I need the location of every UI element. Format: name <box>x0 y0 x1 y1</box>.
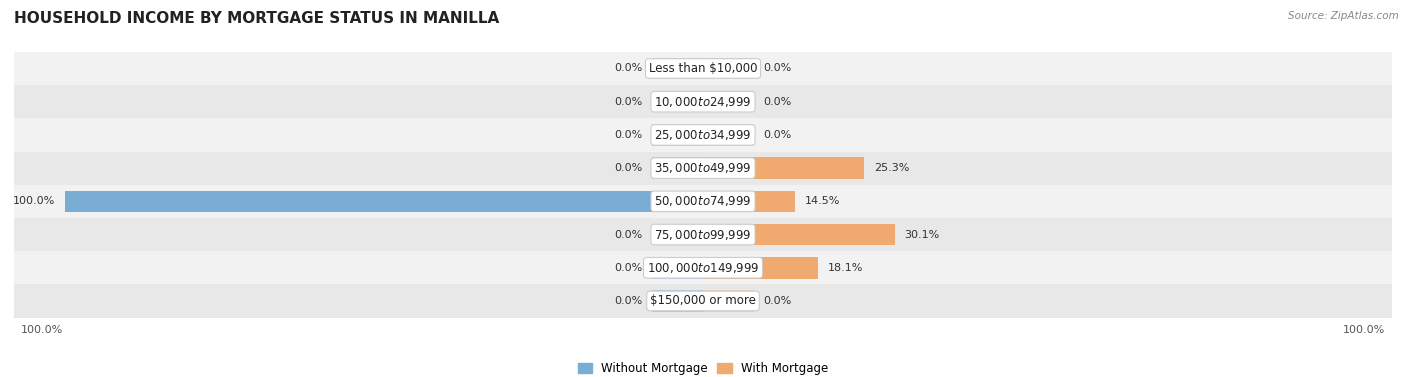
Text: 30.1%: 30.1% <box>904 230 939 239</box>
Text: $100,000 to $149,999: $100,000 to $149,999 <box>647 261 759 275</box>
Text: 0.0%: 0.0% <box>614 97 643 107</box>
Bar <box>652 124 703 146</box>
Bar <box>703 224 896 245</box>
Bar <box>1 185 1405 218</box>
Bar <box>703 290 754 312</box>
Bar <box>703 157 865 179</box>
Text: 18.1%: 18.1% <box>828 263 863 273</box>
Bar <box>652 290 703 312</box>
Text: 0.0%: 0.0% <box>614 296 643 306</box>
Bar <box>1 284 1405 317</box>
Text: Less than $10,000: Less than $10,000 <box>648 62 758 75</box>
Bar <box>1 118 1405 152</box>
Text: 14.5%: 14.5% <box>806 196 841 206</box>
Bar <box>1 85 1405 118</box>
Bar <box>65 190 703 212</box>
Text: 0.0%: 0.0% <box>614 263 643 273</box>
Text: 100.0%: 100.0% <box>13 196 55 206</box>
Bar <box>652 257 703 279</box>
Bar <box>703 91 754 112</box>
Bar <box>652 91 703 112</box>
Text: 0.0%: 0.0% <box>614 163 643 173</box>
Bar <box>703 257 818 279</box>
Text: $150,000 or more: $150,000 or more <box>650 294 756 308</box>
Text: 25.3%: 25.3% <box>875 163 910 173</box>
Text: $10,000 to $24,999: $10,000 to $24,999 <box>654 95 752 109</box>
Text: 0.0%: 0.0% <box>763 296 792 306</box>
Bar <box>1 152 1405 185</box>
Text: 0.0%: 0.0% <box>614 63 643 74</box>
Bar <box>703 58 754 79</box>
Text: 0.0%: 0.0% <box>763 130 792 140</box>
Text: $25,000 to $34,999: $25,000 to $34,999 <box>654 128 752 142</box>
Text: HOUSEHOLD INCOME BY MORTGAGE STATUS IN MANILLA: HOUSEHOLD INCOME BY MORTGAGE STATUS IN M… <box>14 11 499 26</box>
Text: $50,000 to $74,999: $50,000 to $74,999 <box>654 194 752 208</box>
Text: $75,000 to $99,999: $75,000 to $99,999 <box>654 228 752 242</box>
Text: 0.0%: 0.0% <box>763 63 792 74</box>
Bar <box>652 58 703 79</box>
Bar <box>652 157 703 179</box>
Legend: Without Mortgage, With Mortgage: Without Mortgage, With Mortgage <box>574 357 832 377</box>
Bar <box>1 52 1405 85</box>
Bar <box>1 251 1405 284</box>
Bar <box>1 218 1405 251</box>
Text: 0.0%: 0.0% <box>763 97 792 107</box>
Text: 0.0%: 0.0% <box>614 130 643 140</box>
Bar <box>652 224 703 245</box>
Text: 100.0%: 100.0% <box>1343 325 1385 335</box>
Text: $35,000 to $49,999: $35,000 to $49,999 <box>654 161 752 175</box>
Bar <box>703 124 754 146</box>
Text: 0.0%: 0.0% <box>614 230 643 239</box>
Text: 100.0%: 100.0% <box>21 325 63 335</box>
Text: Source: ZipAtlas.com: Source: ZipAtlas.com <box>1288 11 1399 21</box>
Bar <box>703 190 796 212</box>
